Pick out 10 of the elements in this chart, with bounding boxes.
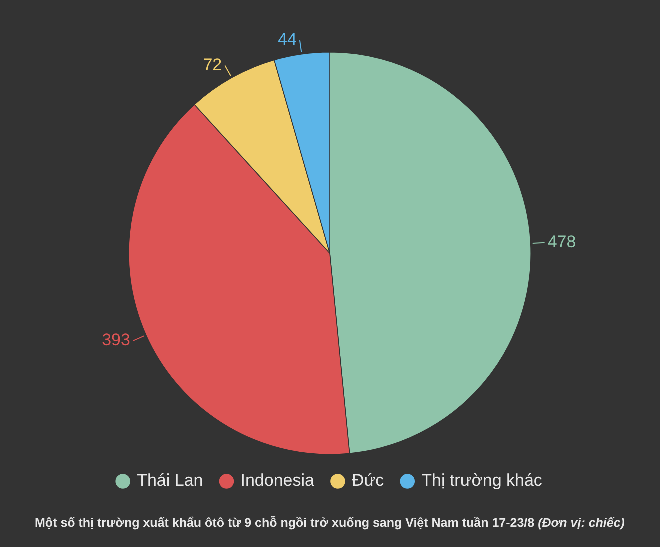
legend-label: Đức	[352, 471, 385, 490]
data-label: 478	[548, 232, 576, 252]
legend-label: Thị trường khác	[422, 471, 543, 490]
data-label: 393	[102, 330, 130, 350]
data-label: 44	[278, 30, 297, 50]
legend-label: Indonesia	[240, 471, 316, 490]
text: Một số thị trường xuất khẩu ôtô từ 9 chỗ ngồi trở xuống sang Việt Nam tuần 17-23/8	[35, 516, 535, 530]
text: (Đơn vị: chiếc)	[538, 516, 625, 530]
data-label: 72	[203, 55, 222, 74]
legend-label: Thái Lan	[137, 471, 204, 490]
